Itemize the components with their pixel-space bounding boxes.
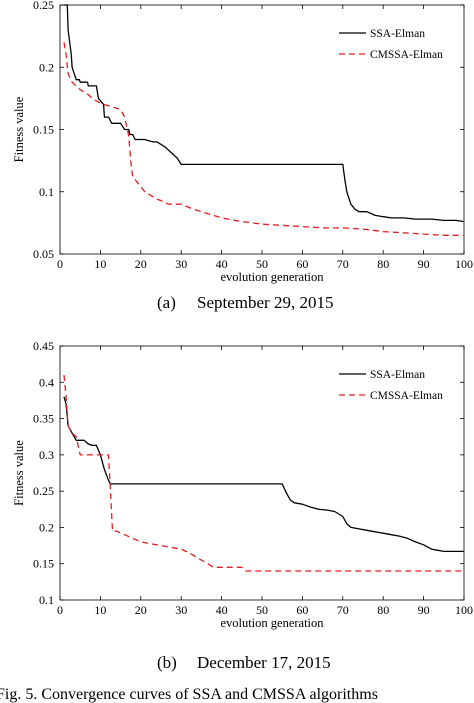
x-tick-label: 10 <box>94 257 106 271</box>
y-tick-label: 0.45 <box>33 339 54 353</box>
x-tick-label: 70 <box>337 257 349 271</box>
chart-panel-a: 0 10 20 30 40 50 60 70 80 90 100 0.05 0.1 0.15 0.2 0.25… <box>12 0 473 312</box>
x-tick-label: 90 <box>418 603 430 617</box>
y-tick-label: 0.05 <box>33 247 54 261</box>
y-tick-label: 0.1 <box>39 593 54 607</box>
series-line-ssa-elman <box>64 4 465 223</box>
x-tick-label: 20 <box>135 257 147 271</box>
panel-caption-letter: (a) <box>157 293 176 312</box>
y-tick-label: 0.2 <box>39 520 54 534</box>
x-axis-label: evolution generation <box>220 270 324 284</box>
figure-caption: Fig. 5. Convergence curves of SSA and CM… <box>0 686 378 703</box>
y-tick-label: 0.4 <box>39 375 54 389</box>
x-tick-label: 90 <box>418 257 430 271</box>
y-axis-label: Fitness value <box>12 440 26 506</box>
y-axis-label: Fitness value <box>12 96 26 162</box>
series-line-ssa-elman <box>63 396 464 553</box>
y-tick-label: 0.2 <box>39 60 54 74</box>
x-tick-label: 40 <box>216 257 228 271</box>
x-tick-label: 100 <box>455 603 473 617</box>
legend-label: CMSSA-Elman <box>370 49 443 61</box>
y-tick-label: 0.35 <box>33 412 54 426</box>
y-tick-label: 0.15 <box>33 557 54 571</box>
x-tick-label: 0 <box>57 603 63 617</box>
x-tick-label: 40 <box>216 603 228 617</box>
panel-caption-date: December 17, 2015 <box>197 653 331 672</box>
x-tick-label: 60 <box>296 257 308 271</box>
x-tick-label: 20 <box>135 603 147 617</box>
legend-label: SSA-Elman <box>370 28 425 40</box>
x-tick-label: 50 <box>256 603 268 617</box>
x-tick-label: 100 <box>455 257 473 271</box>
x-tick-label: 30 <box>175 603 187 617</box>
x-tick-label: 70 <box>337 603 349 617</box>
chart-panel-b: 0 10 20 30 40 50 60 70 80 90 100 0.1 0.15 0.2 0.25 0.3 0… <box>12 339 473 672</box>
series-line-cmssa-elman <box>63 42 464 236</box>
x-tick-label: 60 <box>296 603 308 617</box>
plot-frame <box>59 4 465 255</box>
series-line-cmssa-elman <box>63 374 464 572</box>
x-axis-label: evolution generation <box>220 616 324 630</box>
legend-label: SSA-Elman <box>370 369 425 381</box>
x-tick-label: 50 <box>256 257 268 271</box>
panel-caption-letter: (b) <box>157 653 177 672</box>
legend-label: CMSSA-Elman <box>370 390 443 402</box>
x-tick-label: 10 <box>94 603 106 617</box>
panel-caption-date: September 29, 2015 <box>197 293 333 312</box>
x-tick-label: 80 <box>377 257 389 271</box>
x-tick-label: 30 <box>175 257 187 271</box>
y-tick-label: 0.3 <box>39 448 54 462</box>
y-tick-label: 0.15 <box>33 123 54 137</box>
y-tick-label: 0.25 <box>33 0 54 12</box>
y-tick-label: 0.1 <box>39 185 54 199</box>
x-tick-label: 0 <box>57 257 63 271</box>
x-tick-label: 80 <box>377 603 389 617</box>
y-tick-label: 0.25 <box>33 484 54 498</box>
plot-frame <box>59 345 465 601</box>
